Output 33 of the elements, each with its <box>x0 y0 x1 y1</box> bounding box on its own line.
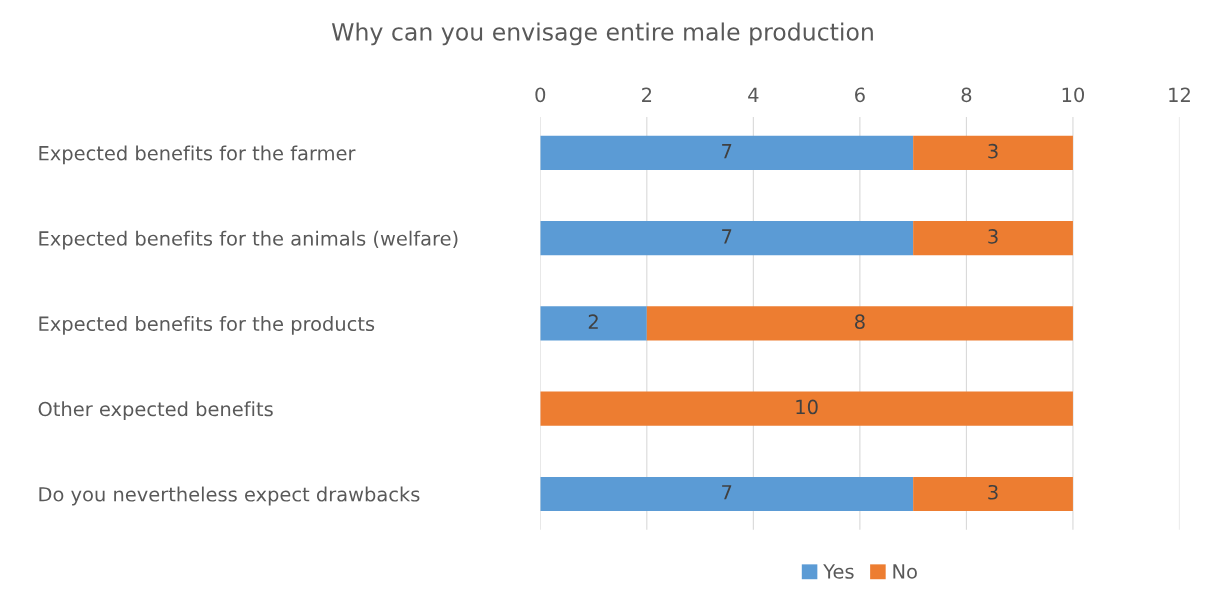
bar <box>540 476 914 511</box>
x-tick-label: 10 <box>1062 87 1085 103</box>
bar <box>646 306 1073 341</box>
x-tick-label: 8 <box>961 87 972 103</box>
legend-label: Yes <box>823 564 854 579</box>
data-label: 3 <box>988 143 998 159</box>
bar <box>913 476 1073 511</box>
x-tick-label: 12 <box>1169 87 1190 102</box>
bar <box>913 221 1073 256</box>
data-label: 2 <box>588 314 598 329</box>
x-tick-label: 0 <box>535 87 546 103</box>
bar <box>540 306 647 341</box>
y-tick-label: Do you nevertheless expect drawbacks <box>39 486 420 506</box>
data-label: 7 <box>722 144 732 159</box>
y-tick-label: Expected benefits for the animals (welfare) <box>39 230 458 250</box>
data-label: 8 <box>855 314 865 330</box>
data-label: 7 <box>722 229 732 244</box>
data-label: 3 <box>988 484 998 500</box>
data-label: 10 <box>796 399 818 415</box>
bar <box>540 391 1073 426</box>
y-tick-label: Expected benefits for the farmer <box>39 145 356 165</box>
chart-title: Why can you envisage entire male production <box>331 22 873 46</box>
legend-label: No <box>893 564 917 579</box>
data-label: 3 <box>988 229 998 244</box>
bar <box>540 221 914 256</box>
x-tick-label: 2 <box>642 87 652 102</box>
y-tick-label: Other expected benefits <box>38 401 273 421</box>
x-tick-label: 6 <box>855 87 865 103</box>
y-tick-label: Expected benefits for the products <box>39 316 375 335</box>
data-label: 7 <box>722 485 732 500</box>
bar <box>913 135 1073 170</box>
x-tick-label: 4 <box>748 87 759 102</box>
bar <box>540 135 914 170</box>
